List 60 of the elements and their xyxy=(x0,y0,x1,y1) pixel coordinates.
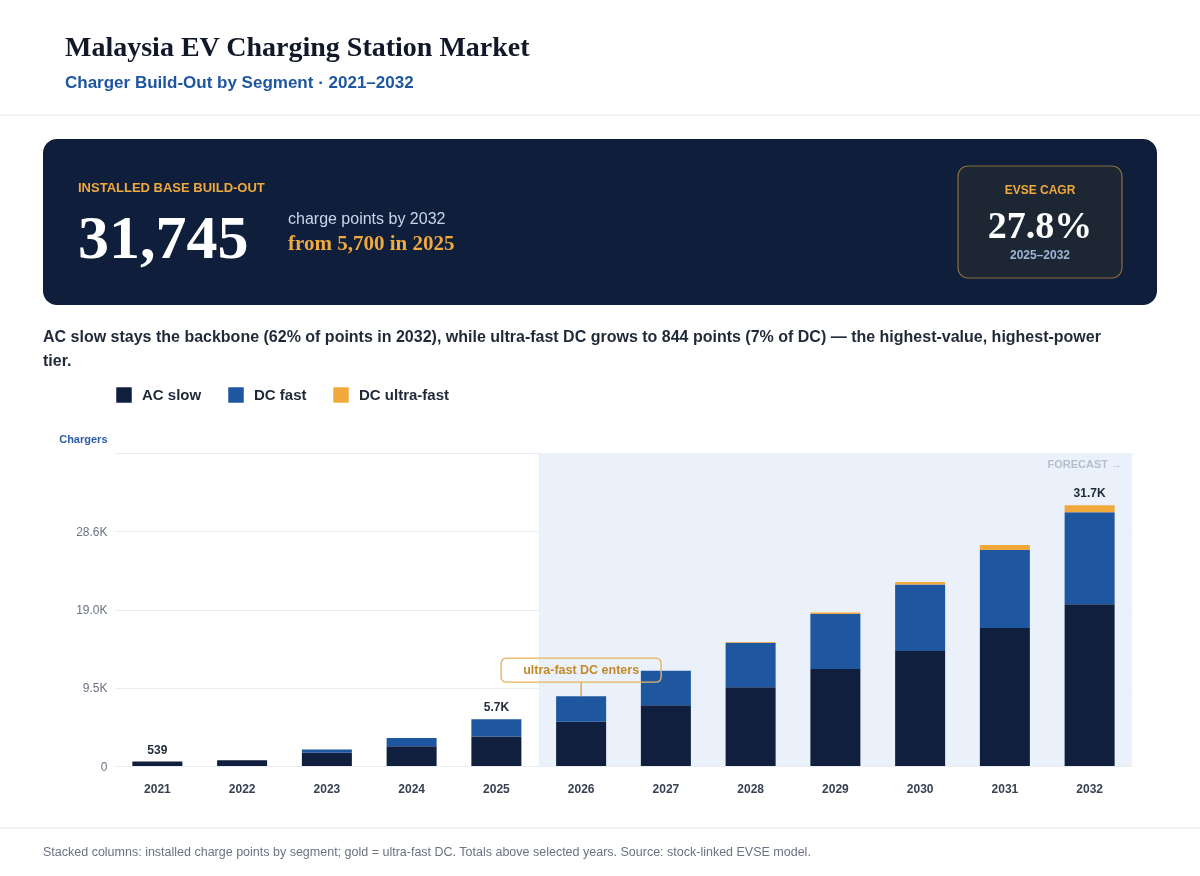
total-label: 5.7K xyxy=(483,700,510,715)
x-tick-label: 2029 xyxy=(822,781,850,796)
total-label: 31.7K xyxy=(1073,486,1106,501)
bar xyxy=(640,670,691,706)
x-tick-label: 2031 xyxy=(991,781,1019,796)
x-tick-label: 2022 xyxy=(228,781,256,796)
x-tick-label: 2024 xyxy=(398,781,426,796)
bar xyxy=(979,545,1030,550)
bar xyxy=(471,719,522,737)
x-tick-label: 2028 xyxy=(737,781,765,796)
text: 31,745 xyxy=(78,203,249,271)
x-tick-label: 2032 xyxy=(1076,781,1104,796)
x-tick-label: 2021 xyxy=(144,781,172,796)
y-tick-label: 28.6K xyxy=(76,524,108,539)
legend-label: AC slow xyxy=(142,386,202,403)
bar xyxy=(301,749,352,753)
bar xyxy=(640,705,691,766)
x-tick-label: 2030 xyxy=(906,781,934,796)
bar xyxy=(556,696,607,722)
bar xyxy=(725,642,776,688)
legend-label: DC ultra-fast xyxy=(359,386,450,403)
band-label: FORECAST → xyxy=(1047,458,1122,470)
bar xyxy=(725,687,776,766)
bar xyxy=(132,761,183,766)
text: 27.8% xyxy=(987,204,1093,246)
bar xyxy=(979,627,1030,766)
text: 2025–2032 xyxy=(1009,248,1071,262)
text: EVSE CAGR xyxy=(1004,183,1076,197)
x-tick-label: 2026 xyxy=(567,781,595,796)
x-tick-label: 2025 xyxy=(483,781,511,796)
text: Stacked columns: installed charge points by segment; gold = ultra-fast DC. Totals above selected years. Source: stock-linked EVSE model. xyxy=(43,845,811,859)
text: AC slow stays the backbone (62% of points in 2032), while ultra-fast DC grows to 844 points (7% of DC) — the highest-value, highest-power tier. xyxy=(43,328,1101,369)
legend-label: DC fast xyxy=(254,386,307,403)
text: INSTALLED BASE BUILD-OUT xyxy=(78,180,265,195)
x-tick-label: 2027 xyxy=(652,781,680,796)
bar xyxy=(386,746,437,766)
bar xyxy=(1064,505,1115,513)
bar xyxy=(1064,604,1115,766)
chart-subtitle: Charger Build-Out by Segment · 2021–2032 xyxy=(65,73,414,92)
y-tick-label: 0 xyxy=(100,759,108,774)
chart-title: Malaysia EV Charging Station Market xyxy=(65,31,531,62)
x-tick-label: 2023 xyxy=(313,781,341,796)
bar xyxy=(301,752,352,766)
bar xyxy=(895,584,946,651)
bar xyxy=(1064,512,1115,605)
bar xyxy=(556,721,607,766)
total-label: 539 xyxy=(147,742,168,757)
text: charge points by 2032 xyxy=(288,210,446,227)
bar xyxy=(471,736,522,766)
y-axis-title: Chargers xyxy=(59,432,108,445)
bar xyxy=(386,738,437,747)
annotation: ultra-fast DC enters xyxy=(523,663,640,678)
bar xyxy=(810,614,861,670)
bar xyxy=(979,549,1030,628)
bar xyxy=(810,669,861,766)
y-tick-label: 19.0K xyxy=(76,603,108,618)
text: from 5,700 in 2025 xyxy=(288,231,455,255)
y-tick-label: 9.5K xyxy=(82,681,108,696)
bar xyxy=(895,650,946,766)
bar xyxy=(217,760,268,766)
